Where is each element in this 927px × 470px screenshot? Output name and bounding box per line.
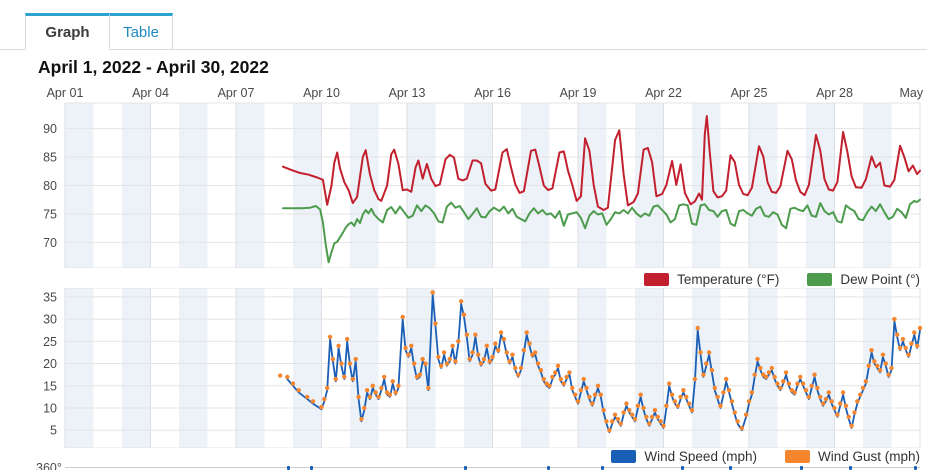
wind-direction-point <box>464 466 467 470</box>
y-tick-label: 10 <box>43 402 57 416</box>
temperature-line <box>282 115 921 211</box>
x-axis-labels: Apr 01 Apr 04 Apr 07 Apr 10 Apr 13 Apr 16 Apr … <box>47 86 927 100</box>
svg-text:Apr 25: Apr 25 <box>731 86 768 100</box>
tab-graph[interactable]: Graph <box>25 13 110 50</box>
wind-direction-point <box>310 466 314 470</box>
y-tick-label: 5 <box>50 424 57 438</box>
svg-text:Apr 01: Apr 01 <box>47 86 84 100</box>
dew-point-legend-label: Dew Point (°) <box>840 272 920 287</box>
y-tick-label: 85 <box>43 151 57 165</box>
svg-text:May 01: May 01 <box>900 86 927 100</box>
y-tick-label: 70 <box>43 236 57 250</box>
y-tick-label: 30 <box>43 313 57 327</box>
legend-item-wind-gust: Wind Gust (mph) <box>784 449 920 464</box>
wind-direction-point <box>800 466 804 470</box>
wind-direction-point <box>848 466 852 470</box>
y-tick-label: 80 <box>43 179 57 193</box>
wind-direction-point <box>729 466 733 470</box>
wind-speed-swatch-icon <box>611 450 637 463</box>
legend-item-temperature: Temperature (°F) <box>644 272 779 287</box>
wind-direction-axis-label: 360° <box>36 461 62 470</box>
wind-direction-point <box>680 466 684 470</box>
tab-table[interactable]: Table <box>110 13 173 50</box>
y-tick-label: 35 <box>43 290 57 304</box>
wind-direction-chart-top-border <box>65 467 920 468</box>
svg-text:Apr 16: Apr 16 <box>474 86 511 100</box>
svg-text:Apr 22: Apr 22 <box>645 86 682 100</box>
y-tick-label: 20 <box>43 357 57 371</box>
temperature-chart-legend: Temperature (°F) Dew Point (°) <box>644 272 920 287</box>
wind_gust-markers <box>277 290 923 433</box>
svg-text:Apr 28: Apr 28 <box>816 86 853 100</box>
tabbar-divider <box>0 49 927 50</box>
wind-speed-legend-label: Wind Speed (mph) <box>644 449 757 464</box>
svg-text:Apr 04: Apr 04 <box>132 86 169 100</box>
day-bands <box>65 288 892 448</box>
wind-chart-legend: Wind Speed (mph) Wind Gust (mph) <box>611 449 920 464</box>
temperature-swatch-icon <box>644 273 670 286</box>
y-tick-label: 25 <box>43 335 57 349</box>
temperature-dew-point-chart[interactable]: 90 85 80 75 70 Apr 01 Apr 04 Apr 07 Apr 10 Apr 13… <box>0 84 927 268</box>
page-title: April 1, 2022 - April 30, 2022 <box>38 57 269 77</box>
wind-direction-point <box>600 466 604 470</box>
wind-direction-point <box>287 466 291 470</box>
legend-item-dew-point: Dew Point (°) <box>807 272 920 287</box>
svg-text:Apr 13: Apr 13 <box>389 86 426 100</box>
wind-gust-swatch-icon <box>784 450 810 463</box>
dew-point-swatch-icon <box>807 273 833 286</box>
wind-chart[interactable]: 35 30 25 20 15 10 5 <box>0 288 927 448</box>
svg-text:Apr 10: Apr 10 <box>303 86 340 100</box>
wind-direction-point <box>914 466 918 470</box>
y-tick-label: 90 <box>43 122 57 136</box>
legend-item-wind-speed: Wind Speed (mph) <box>611 449 757 464</box>
svg-text:Apr 07: Apr 07 <box>218 86 255 100</box>
dew_point-line <box>282 198 921 264</box>
temperature-legend-label: Temperature (°F) <box>677 272 780 287</box>
svg-text:Apr 19: Apr 19 <box>560 86 597 100</box>
vertical-gridlines <box>64 288 921 448</box>
y-tick-label: 15 <box>43 379 57 393</box>
wind-direction-point <box>546 466 550 470</box>
wind-gust-legend-label: Wind Gust (mph) <box>817 449 920 464</box>
y-tick-label: 75 <box>43 207 57 221</box>
